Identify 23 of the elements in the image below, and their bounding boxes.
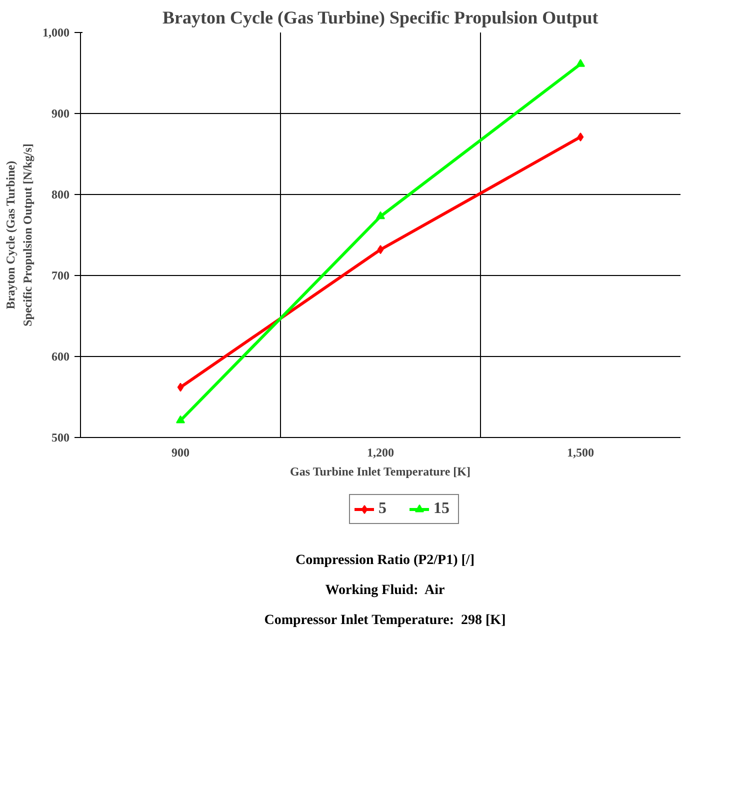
y-tick-label: 900 xyxy=(52,106,70,120)
x-tick-label: 1,500 xyxy=(567,446,594,460)
y-tick-label: 800 xyxy=(52,188,70,202)
x-tick-label: 1,200 xyxy=(367,446,394,460)
point xyxy=(577,132,584,142)
y-axis-title: Brayton Cycle (Gas Turbine) Specific Propulsion Output [N/kg/s] xyxy=(4,144,34,326)
point xyxy=(576,58,585,67)
x-tick-label: 900 xyxy=(172,446,190,460)
y-tick-label: 1,000 xyxy=(42,26,70,40)
chart-title: Brayton Cycle (Gas Turbine) Specific Propulsion Output xyxy=(162,8,598,28)
legend-label: 5 xyxy=(378,500,388,518)
point xyxy=(177,382,184,392)
point xyxy=(376,211,385,220)
x-axis-title: Gas Turbine Inlet Temperature [K] xyxy=(290,464,471,478)
point xyxy=(377,245,384,254)
text: Working Fluid: Air xyxy=(324,582,446,600)
legend-label: 15 xyxy=(434,500,450,518)
y-tick-label: 500 xyxy=(52,430,70,444)
y-tick-label: 600 xyxy=(52,350,70,364)
text: Compressor Inlet Temperature: 298 [K] xyxy=(264,612,506,630)
text: Compression Ratio (P2/P1) [/] xyxy=(294,552,476,570)
point xyxy=(176,415,185,424)
y-tick-label: 700 xyxy=(52,268,70,282)
